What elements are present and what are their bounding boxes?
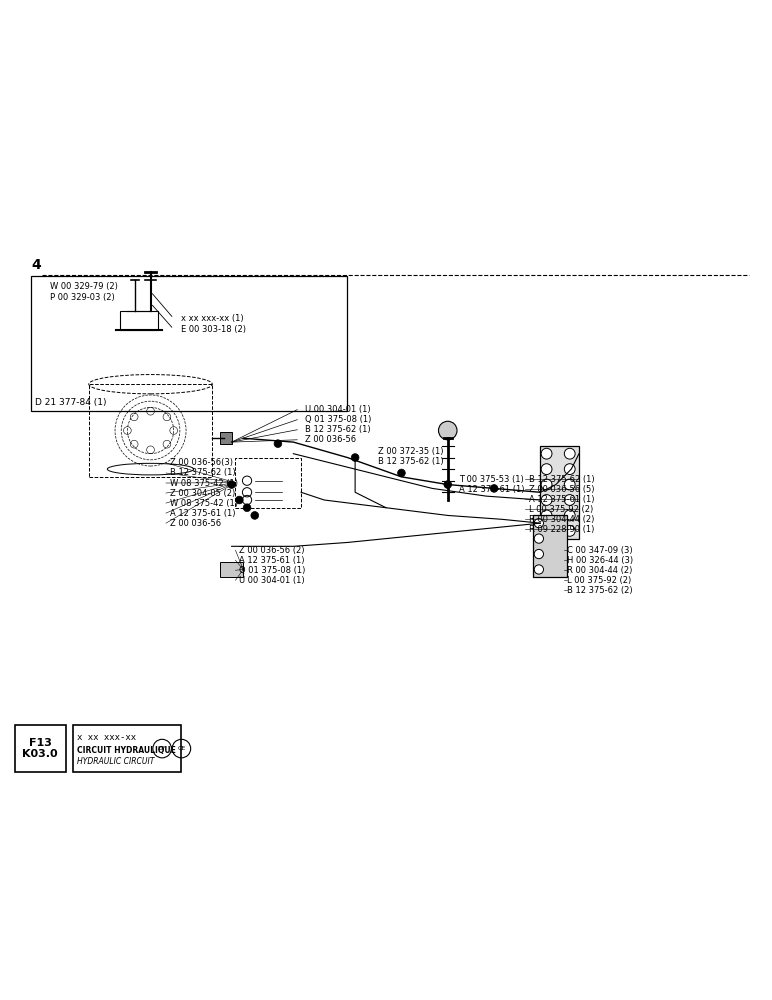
Circle shape (564, 510, 575, 521)
Circle shape (251, 512, 259, 519)
Circle shape (534, 519, 543, 528)
Circle shape (534, 565, 543, 574)
Text: Z 00 036-56: Z 00 036-56 (305, 435, 356, 444)
Circle shape (398, 469, 405, 477)
Text: Z 00 304-05 (2): Z 00 304-05 (2) (170, 489, 235, 498)
Text: E 00 303-18 (2): E 00 303-18 (2) (181, 325, 246, 334)
Text: R 00 304-44 (2): R 00 304-44 (2) (567, 566, 633, 575)
Text: A 12 375-61 (1): A 12 375-61 (1) (529, 495, 594, 504)
Text: DF: DF (157, 746, 167, 751)
Circle shape (534, 549, 543, 559)
Text: W 00 329-79 (2): W 00 329-79 (2) (50, 282, 118, 291)
Text: B 12 375-62 (1): B 12 375-62 (1) (170, 468, 235, 477)
Bar (533, 515, 567, 577)
Text: Z 00 036-56 (2): Z 00 036-56 (2) (239, 546, 305, 555)
Circle shape (541, 510, 552, 521)
Text: A 12 375-61 (1): A 12 375-61 (1) (170, 509, 235, 518)
Circle shape (444, 481, 452, 488)
Circle shape (534, 534, 543, 543)
Bar (540, 446, 579, 539)
Text: Z 00 036-56 (5): Z 00 036-56 (5) (529, 485, 594, 494)
Circle shape (235, 496, 243, 504)
Circle shape (564, 479, 575, 490)
Text: HYDRAULIC CIRCUIT: HYDRAULIC CIRCUIT (77, 757, 154, 766)
Circle shape (564, 525, 575, 536)
Text: Q 01 375-08 (1): Q 01 375-08 (1) (239, 566, 306, 575)
Text: D 21 377-84 (1): D 21 377-84 (1) (35, 398, 107, 407)
Circle shape (541, 495, 552, 505)
Bar (73, 725, 181, 772)
Text: F13
K03.0: F13 K03.0 (22, 738, 58, 759)
Bar (15, 725, 66, 772)
Bar (220, 562, 243, 577)
Circle shape (564, 448, 575, 459)
Text: B 12 375-62 (2): B 12 375-62 (2) (567, 586, 633, 595)
Text: x xx xxx-xx: x xx xxx-xx (77, 733, 137, 742)
Circle shape (541, 479, 552, 490)
Text: B 12 375-62 (1): B 12 375-62 (1) (529, 475, 594, 484)
Text: x xx xxx-xx (1): x xx xxx-xx (1) (181, 314, 244, 323)
Bar (235, 458, 301, 508)
Text: L 00 375-92 (2): L 00 375-92 (2) (567, 576, 631, 585)
Circle shape (274, 440, 282, 448)
Text: H 00 326-44 (3): H 00 326-44 (3) (567, 556, 634, 565)
Circle shape (564, 495, 575, 505)
Circle shape (351, 454, 359, 461)
Circle shape (228, 481, 235, 488)
Circle shape (564, 464, 575, 475)
Text: A 12 375-61 (1): A 12 375-61 (1) (239, 556, 305, 565)
Text: A 12 375-61 (1): A 12 375-61 (1) (459, 485, 525, 494)
Bar (31, 276, 347, 411)
Circle shape (541, 464, 552, 475)
Circle shape (490, 485, 498, 492)
Text: R 09 228-90 (1): R 09 228-90 (1) (529, 525, 594, 534)
Text: U 00 304-01 (1): U 00 304-01 (1) (305, 405, 371, 414)
Bar (220, 432, 232, 444)
Text: Z 00 036-56(3): Z 00 036-56(3) (170, 458, 233, 467)
Circle shape (541, 525, 552, 536)
Text: Z 00 372-35 (1): Z 00 372-35 (1) (378, 447, 444, 456)
Text: W 08 375-42 (1): W 08 375-42 (1) (170, 479, 238, 488)
Text: B 12 375-62 (1): B 12 375-62 (1) (305, 425, 371, 434)
Text: W 08 375-42 (1): W 08 375-42 (1) (170, 499, 238, 508)
Text: L 00 375-92 (2): L 00 375-92 (2) (529, 505, 593, 514)
Text: T 00 375-53 (1): T 00 375-53 (1) (459, 475, 524, 484)
Text: Z 00 036-56: Z 00 036-56 (170, 519, 221, 528)
Text: CE: CE (178, 746, 185, 751)
Bar (120, 311, 158, 330)
Bar (89, 384, 212, 477)
Text: 4: 4 (31, 258, 41, 272)
Text: P 00 329-03 (2): P 00 329-03 (2) (50, 293, 115, 302)
Text: Q 01 375-08 (1): Q 01 375-08 (1) (305, 415, 371, 424)
Text: U 00 304-01 (1): U 00 304-01 (1) (239, 576, 305, 585)
Circle shape (541, 448, 552, 459)
Text: C 00 347-09 (3): C 00 347-09 (3) (567, 546, 633, 555)
Circle shape (243, 504, 251, 512)
Circle shape (438, 421, 457, 440)
Text: R 00 304-44 (2): R 00 304-44 (2) (529, 515, 594, 524)
Text: B 12 375-62 (1): B 12 375-62 (1) (378, 457, 444, 466)
Text: CIRCUIT HYDRAULIQUE: CIRCUIT HYDRAULIQUE (77, 746, 176, 755)
